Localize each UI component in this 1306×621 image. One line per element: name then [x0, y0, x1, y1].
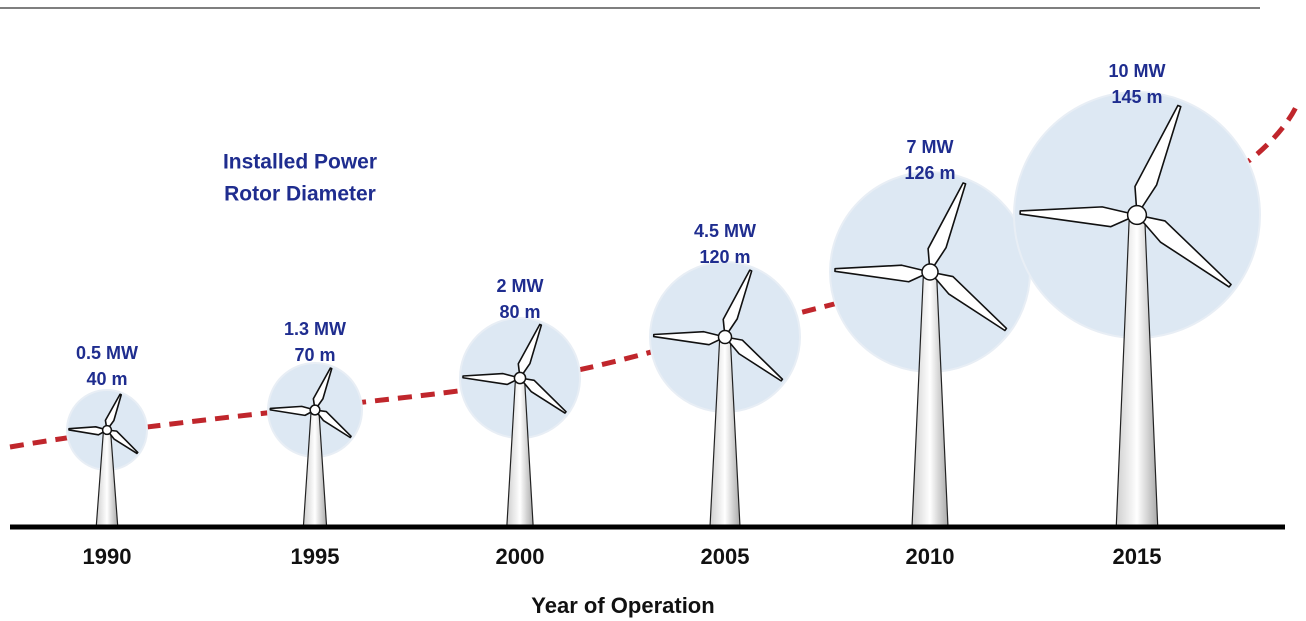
diameter-label: 40 m: [86, 369, 127, 389]
diagram: 0.5 MW 40 m 1.3 MW 70 m 2 MW 80 m 4.5 MW 120 m 7…: [0, 0, 1306, 621]
power-label: 7 MW: [907, 137, 954, 157]
diameter-label: 120 m: [699, 247, 750, 267]
power-label: 1.3 MW: [284, 319, 346, 339]
year-label: 2010: [906, 544, 955, 569]
year-label: 2000: [496, 544, 545, 569]
power-label: 10 MW: [1108, 61, 1165, 81]
diameter-label: 70 m: [294, 345, 335, 365]
power-label: 2 MW: [497, 276, 544, 296]
hub: [1128, 206, 1147, 225]
power-label: 0.5 MW: [76, 343, 138, 363]
year-label: 1990: [83, 544, 132, 569]
year-label: 1995: [291, 544, 340, 569]
hub: [719, 331, 732, 344]
year-label: 2015: [1113, 544, 1162, 569]
hub: [103, 426, 112, 435]
legend-diameter: Rotor Diameter: [224, 183, 376, 206]
year-label: 2005: [701, 544, 750, 569]
legend-power: Installed Power: [223, 151, 377, 174]
hub: [310, 405, 320, 415]
diameter-label: 145 m: [1111, 87, 1162, 107]
hub: [514, 372, 525, 383]
diameter-label: 126 m: [904, 163, 955, 183]
axis-label: Year of Operation: [531, 593, 714, 618]
hub: [922, 264, 938, 280]
turbines: 0.5 MW 40 m 1.3 MW 70 m 2 MW 80 m 4.5 MW 120 m 7…: [67, 61, 1260, 527]
diameter-label: 80 m: [499, 302, 540, 322]
power-label: 4.5 MW: [694, 221, 756, 241]
